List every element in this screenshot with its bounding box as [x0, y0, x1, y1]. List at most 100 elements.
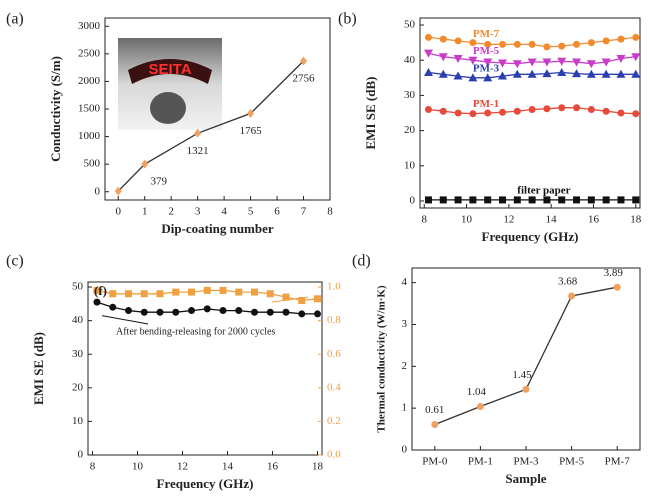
marker — [172, 288, 180, 296]
value-label: 0.61 — [425, 404, 444, 416]
marker — [172, 308, 180, 316]
value-label: 1.45 — [512, 369, 532, 381]
marker — [469, 39, 477, 47]
marker — [93, 298, 101, 306]
plot-frame — [419, 17, 641, 209]
x-tick-label: PM-0 — [422, 456, 448, 468]
y-tick-label: 40 — [72, 314, 84, 326]
marker — [602, 196, 610, 204]
y-tick-label: 3 — [402, 318, 408, 330]
marker — [616, 69, 626, 78]
y-tick-label: 0 — [95, 185, 101, 197]
x-tick-label: 0 — [115, 206, 121, 218]
x-tick-label: 8 — [421, 214, 427, 226]
y2-tick-label: 0.4 — [327, 381, 341, 393]
y-tick-label: 0 — [402, 444, 408, 456]
value-label: 3.68 — [558, 276, 578, 288]
marker — [219, 286, 227, 294]
marker — [484, 196, 492, 204]
marker — [558, 42, 566, 50]
x-axis-label: Frequency (GHz) — [157, 476, 254, 491]
marker — [235, 288, 243, 296]
x-tick-label: 4 — [221, 206, 227, 218]
x-tick-label: 14 — [222, 461, 234, 473]
marker — [528, 196, 536, 204]
series-label: filter paper — [517, 184, 570, 196]
disc — [150, 92, 186, 124]
y-tick-label: 1000 — [78, 130, 101, 142]
marker — [453, 71, 463, 80]
marker — [617, 196, 625, 204]
marker — [439, 35, 447, 43]
y-tick-label: 1 — [402, 402, 408, 414]
marker — [314, 295, 321, 303]
marker — [499, 40, 506, 48]
annotation: 379 — [150, 176, 167, 188]
marker — [140, 308, 148, 316]
marker — [484, 109, 492, 117]
marker — [587, 196, 595, 204]
marker — [424, 105, 432, 113]
marker — [438, 53, 448, 62]
marker — [573, 104, 581, 112]
marker — [613, 283, 621, 291]
y-tick-label: 2500 — [78, 47, 101, 59]
marker — [586, 60, 596, 69]
marker — [499, 196, 506, 204]
marker — [542, 69, 552, 78]
marker — [617, 35, 625, 43]
marker — [423, 49, 433, 58]
marker — [235, 307, 243, 315]
series-label: PM-1 — [473, 98, 499, 110]
marker — [527, 58, 537, 67]
y-axis-label: Conductivity (S/m) — [48, 56, 63, 162]
arrow — [271, 296, 309, 303]
annotation: 1321 — [187, 145, 209, 157]
value-label: 1.04 — [467, 386, 487, 398]
marker — [632, 33, 640, 41]
marker — [93, 286, 101, 294]
x-tick-label: 12 — [503, 214, 514, 226]
marker — [573, 196, 581, 204]
marker — [522, 385, 530, 393]
marker — [431, 420, 439, 428]
inset-photo: SEITA — [118, 38, 222, 130]
marker — [572, 58, 582, 67]
marker — [543, 105, 551, 113]
marker — [125, 307, 132, 315]
marker — [602, 107, 610, 115]
marker — [453, 54, 463, 63]
marker — [469, 110, 477, 118]
annotation: 2756 — [293, 73, 316, 85]
x-tick-label: 14 — [546, 214, 558, 226]
x-tick-label: 16 — [588, 214, 600, 226]
series-line — [434, 286, 618, 426]
marker — [219, 307, 227, 315]
marker — [438, 69, 448, 78]
marker — [454, 37, 462, 45]
x-tick-label: 10 — [461, 214, 473, 226]
marker — [156, 290, 164, 298]
marker — [203, 305, 211, 313]
x-tick-label: 2 — [168, 206, 174, 218]
y2-tick-label: 0.0 — [327, 449, 341, 461]
marker — [499, 108, 506, 116]
y-tick-label: 20 — [404, 124, 416, 136]
x-tick-label: PM-1 — [468, 456, 493, 468]
marker — [512, 60, 522, 69]
marker — [528, 105, 536, 113]
panel-label: (b) — [338, 11, 357, 28]
x-axis-label: Dip-coating number — [161, 221, 274, 236]
marker — [282, 308, 290, 316]
y-tick-label: 30 — [404, 89, 416, 101]
x-tick-label: PM-5 — [559, 456, 585, 468]
marker — [601, 58, 611, 67]
y-tick-label: 10 — [404, 159, 416, 171]
marker — [513, 107, 521, 115]
marker — [542, 58, 552, 67]
x-tick-label: 16 — [267, 461, 279, 473]
panel-label: (a) — [6, 11, 24, 28]
marker — [573, 40, 581, 48]
marker — [484, 40, 492, 48]
